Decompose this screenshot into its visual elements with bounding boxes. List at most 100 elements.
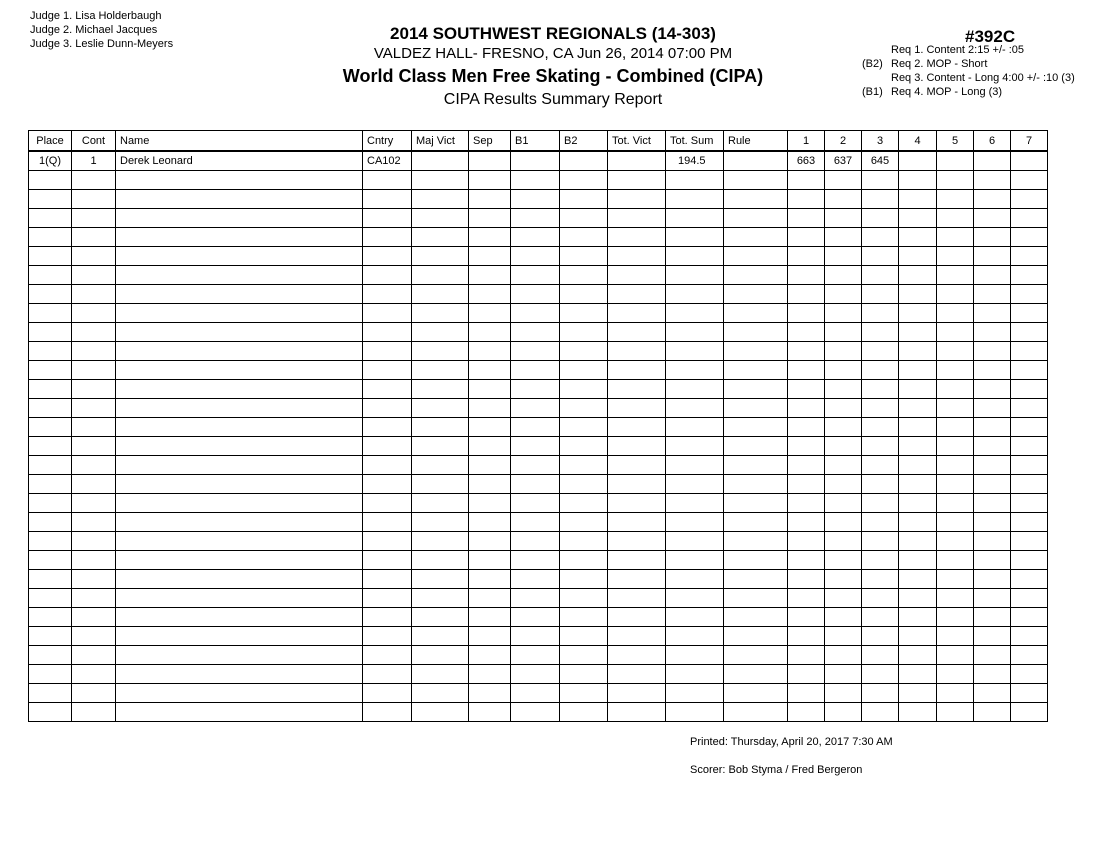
table-row [28, 550, 1048, 570]
table-cell [723, 664, 788, 684]
table-cell [510, 265, 560, 285]
table-cell [71, 398, 116, 418]
table-cell [607, 150, 666, 171]
table-cell [28, 170, 72, 190]
table-cell [665, 322, 724, 342]
table-cell [411, 455, 469, 475]
table-cell [71, 360, 116, 380]
table-cell [411, 512, 469, 532]
column-header: Place [28, 130, 72, 152]
table-cell [559, 626, 608, 646]
table-cell [723, 645, 788, 665]
table-cell [411, 246, 469, 266]
table-cell [71, 569, 116, 589]
table-cell [607, 436, 666, 456]
table-cell [665, 265, 724, 285]
table-cell [787, 436, 825, 456]
table-cell [115, 284, 363, 304]
table-cell [28, 265, 72, 285]
table-cell [559, 550, 608, 570]
table-cell [787, 664, 825, 684]
table-cell [861, 436, 899, 456]
table-cell [723, 436, 788, 456]
table-cell [411, 569, 469, 589]
column-header: B2 [559, 130, 608, 152]
table-cell [559, 417, 608, 437]
table-cell [1010, 569, 1048, 589]
table-cell [665, 702, 724, 722]
table-cell [723, 322, 788, 342]
table-cell [115, 360, 363, 380]
table-cell [510, 702, 560, 722]
table-cell [411, 588, 469, 608]
table-cell [936, 341, 974, 361]
table-cell [411, 398, 469, 418]
table-cell [607, 322, 666, 342]
table-cell [665, 208, 724, 228]
table-cell [468, 284, 511, 304]
table-cell [411, 284, 469, 304]
table-cell [824, 474, 862, 494]
table-cell [1010, 150, 1048, 171]
table-cell [28, 189, 72, 209]
table-cell [559, 208, 608, 228]
table-cell [861, 360, 899, 380]
table-cell [1010, 417, 1048, 437]
table-cell [28, 455, 72, 475]
table-cell [824, 664, 862, 684]
table-cell [510, 379, 560, 399]
table-cell [71, 664, 116, 684]
table-cell [510, 588, 560, 608]
table-cell [861, 455, 899, 475]
table-cell [468, 246, 511, 266]
column-header: 3 [861, 130, 899, 152]
table-cell [71, 265, 116, 285]
table-cell [510, 683, 560, 703]
table-cell [411, 436, 469, 456]
table-cell [1010, 322, 1048, 342]
table-cell [510, 550, 560, 570]
table-cell [559, 702, 608, 722]
table-cell [1010, 455, 1048, 475]
table-cell [936, 303, 974, 323]
table-cell [607, 702, 666, 722]
table-row [28, 588, 1048, 608]
table-cell [787, 341, 825, 361]
table-cell [362, 645, 412, 665]
table-cell [936, 189, 974, 209]
table-cell [898, 588, 937, 608]
requirement-item: (B2) Req 2. MOP - Short [862, 57, 1075, 71]
table-cell [468, 512, 511, 532]
table-cell [607, 265, 666, 285]
table-cell [510, 664, 560, 684]
table-cell [607, 664, 666, 684]
table-cell [28, 284, 72, 304]
table-cell [787, 360, 825, 380]
table-cell [28, 417, 72, 437]
table-cell [824, 246, 862, 266]
table-cell [723, 550, 788, 570]
table-cell [362, 322, 412, 342]
table-cell [665, 493, 724, 513]
table-cell [559, 379, 608, 399]
table-cell [723, 626, 788, 646]
table-cell [115, 512, 363, 532]
table-cell [468, 208, 511, 228]
table-cell [824, 170, 862, 190]
table-cell [861, 645, 899, 665]
table-cell [936, 493, 974, 513]
table-cell [973, 683, 1011, 703]
table-row [28, 246, 1048, 266]
table-cell [723, 170, 788, 190]
table-cell [411, 417, 469, 437]
requirement-prefix: (B2) [862, 58, 883, 70]
table-cell [665, 417, 724, 437]
table-cell [824, 683, 862, 703]
table-cell [936, 588, 974, 608]
table-cell [936, 569, 974, 589]
table-cell [362, 626, 412, 646]
table-row [28, 417, 1048, 437]
table-cell [787, 189, 825, 209]
table-cell [28, 246, 72, 266]
table-cell [71, 379, 116, 399]
